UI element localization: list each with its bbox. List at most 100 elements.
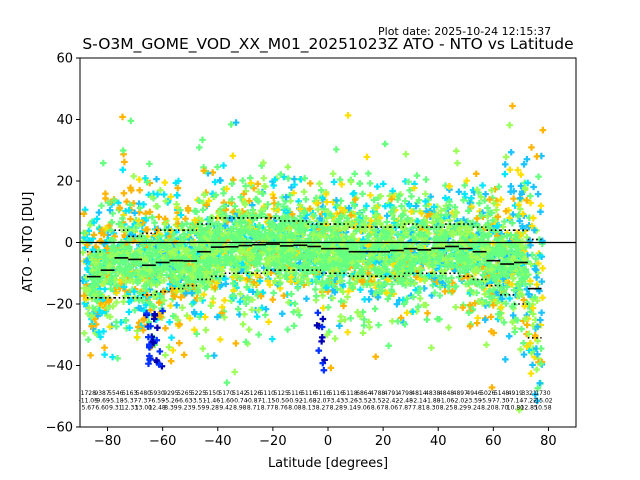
- data-point: [505, 332, 513, 340]
- x-tick-label: −20: [259, 434, 286, 449]
- bin-stat-label: 8.30: [426, 405, 440, 412]
- data-point: [383, 212, 391, 220]
- data-point: [86, 221, 94, 229]
- bin-stat-label: 9295: [163, 390, 178, 397]
- data-point: [157, 186, 164, 194]
- data-point: [360, 322, 368, 329]
- bin-stat-label: 8.67: [371, 405, 385, 412]
- data-point: [408, 208, 415, 215]
- data-point: [155, 361, 163, 368]
- data-point: [495, 265, 503, 272]
- bin-stat-label: 5148: [494, 390, 509, 397]
- data-point: [345, 204, 353, 212]
- data-point: [532, 266, 540, 274]
- bin-stat-label: 8.39: [164, 405, 178, 412]
- data-point: [519, 210, 527, 218]
- data-point: [173, 245, 180, 253]
- bin-stat-label: 8.27: [316, 405, 330, 412]
- data-point: [304, 270, 311, 277]
- data-point: [502, 356, 509, 363]
- data-point: [367, 217, 375, 224]
- data-point: [516, 205, 524, 213]
- bin-stat-label: 8.76: [274, 405, 288, 412]
- data-point: [329, 170, 337, 177]
- data-point: [531, 332, 539, 339]
- data-point: [212, 191, 220, 199]
- data-point: [199, 345, 207, 352]
- data-point: [265, 318, 272, 326]
- bin-stat-label: 9.31: [109, 405, 123, 412]
- data-point: [104, 199, 112, 207]
- data-point: [482, 298, 490, 306]
- data-point: [516, 194, 524, 202]
- data-point: [131, 295, 138, 303]
- data-point: [366, 222, 374, 230]
- data-point: [312, 269, 319, 277]
- data-point: [537, 208, 544, 216]
- data-point: [280, 203, 287, 210]
- data-point: [277, 220, 285, 228]
- data-point: [216, 336, 224, 343]
- data-point: [89, 246, 97, 253]
- data-point: [507, 264, 515, 272]
- data-point: [160, 287, 168, 295]
- data-point: [186, 284, 194, 292]
- data-point: [493, 222, 501, 230]
- data-point: [126, 324, 133, 332]
- bin-stat-label: 5546: [108, 390, 123, 397]
- data-point: [456, 268, 464, 275]
- data-point: [485, 262, 493, 269]
- data-point: [537, 345, 545, 352]
- data-point: [318, 338, 325, 345]
- data-point: [80, 210, 88, 218]
- data-point: [80, 249, 87, 256]
- data-point: [204, 352, 212, 360]
- data-point: [80, 237, 87, 245]
- data-point: [195, 197, 203, 204]
- data-point: [169, 248, 176, 255]
- data-point: [106, 206, 114, 214]
- data-point: [206, 222, 213, 230]
- data-point: [523, 233, 531, 241]
- bin-stat-label: 8.25: [440, 405, 454, 412]
- data-point: [454, 159, 461, 167]
- data-point: [143, 249, 150, 256]
- data-point: [525, 291, 532, 298]
- bin-stat-label: -7.14: [508, 397, 524, 404]
- data-point: [460, 196, 467, 204]
- data-point: [374, 294, 382, 301]
- data-point: [508, 256, 516, 263]
- data-point: [247, 179, 255, 187]
- data-point: [416, 295, 424, 302]
- data-point: [477, 193, 485, 201]
- data-point: [485, 287, 493, 295]
- data-point: [306, 218, 313, 226]
- bin-stat-label: 4814: [411, 390, 426, 397]
- data-point: [507, 148, 515, 156]
- data-point: [343, 214, 351, 222]
- data-point: [466, 226, 474, 234]
- data-point: [270, 259, 277, 267]
- data-point: [85, 336, 92, 343]
- data-point: [143, 178, 151, 186]
- data-point: [375, 253, 383, 261]
- data-point: [390, 248, 398, 255]
- data-point: [85, 304, 93, 312]
- bin-stat-label: 9.23: [178, 405, 192, 412]
- data-point: [213, 258, 221, 265]
- data-point: [256, 212, 264, 219]
- data-point: [238, 219, 245, 227]
- data-point: [282, 255, 290, 263]
- data-point: [269, 221, 277, 228]
- data-point: [189, 249, 197, 256]
- data-point: [523, 155, 531, 163]
- data-point: [88, 322, 95, 330]
- x-tick-label: 20: [375, 434, 392, 449]
- bin-stat-label: -3.59: [466, 397, 482, 404]
- data-point: [357, 286, 364, 293]
- data-point: [531, 391, 539, 398]
- data-point: [153, 336, 161, 344]
- x-tick-label: −40: [204, 434, 231, 449]
- data-point: [203, 283, 211, 291]
- data-point: [411, 238, 419, 245]
